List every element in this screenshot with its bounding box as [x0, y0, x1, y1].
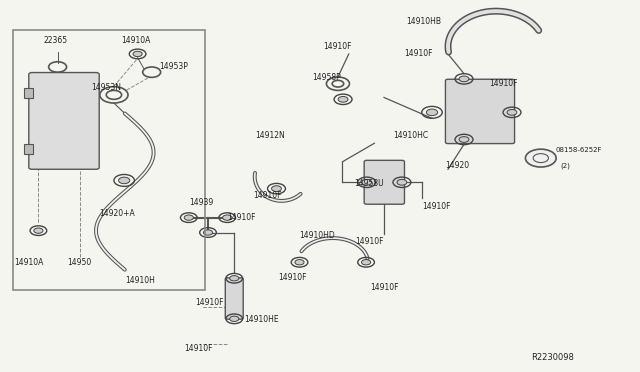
- Circle shape: [271, 186, 282, 192]
- Text: 14958P: 14958P: [312, 73, 341, 81]
- Text: 14910F: 14910F: [278, 273, 307, 282]
- FancyBboxPatch shape: [225, 278, 243, 319]
- FancyBboxPatch shape: [24, 88, 33, 98]
- Text: 14910F: 14910F: [370, 283, 399, 292]
- Text: 14910F: 14910F: [422, 202, 451, 211]
- Circle shape: [230, 276, 239, 281]
- FancyBboxPatch shape: [24, 144, 33, 154]
- Text: 14953P: 14953P: [159, 62, 188, 71]
- Text: 14939: 14939: [189, 198, 213, 207]
- Circle shape: [295, 260, 304, 265]
- Text: 14910F: 14910F: [404, 49, 433, 58]
- Text: 14910HC: 14910HC: [394, 131, 429, 140]
- Text: 14920: 14920: [445, 161, 469, 170]
- Circle shape: [133, 51, 142, 57]
- Text: 14910F: 14910F: [195, 298, 224, 307]
- Circle shape: [459, 137, 469, 142]
- Text: 14920+A: 14920+A: [99, 209, 135, 218]
- Text: 08158-6252F: 08158-6252F: [556, 147, 602, 153]
- Circle shape: [118, 177, 130, 184]
- FancyBboxPatch shape: [445, 79, 515, 144]
- Text: 14910F: 14910F: [253, 191, 282, 200]
- Text: 14910F: 14910F: [490, 79, 518, 88]
- Circle shape: [338, 96, 348, 102]
- Text: 14910F: 14910F: [184, 344, 213, 353]
- Circle shape: [34, 228, 43, 233]
- Circle shape: [525, 149, 556, 167]
- Circle shape: [184, 215, 193, 220]
- Text: 14910HE: 14910HE: [244, 315, 279, 324]
- Text: 14910F: 14910F: [227, 213, 256, 222]
- Text: 14910A: 14910A: [14, 258, 44, 267]
- Circle shape: [426, 109, 438, 116]
- Circle shape: [362, 179, 372, 185]
- Text: 14910HB: 14910HB: [406, 17, 442, 26]
- Text: 14910H: 14910H: [125, 276, 155, 285]
- Text: 14910HD: 14910HD: [300, 231, 335, 240]
- Text: 14958U: 14958U: [354, 179, 383, 187]
- Text: 14953N: 14953N: [91, 83, 121, 92]
- Text: 14950: 14950: [67, 258, 92, 267]
- Text: (2): (2): [561, 162, 570, 169]
- Circle shape: [223, 215, 232, 220]
- FancyBboxPatch shape: [29, 73, 99, 169]
- Text: 14910A: 14910A: [122, 36, 151, 45]
- Circle shape: [459, 76, 469, 82]
- Circle shape: [230, 316, 239, 321]
- Text: R2230098: R2230098: [531, 353, 574, 362]
- Text: 22365: 22365: [44, 36, 68, 45]
- Text: 14910F: 14910F: [355, 237, 384, 246]
- Circle shape: [362, 260, 371, 265]
- Circle shape: [507, 109, 517, 115]
- Circle shape: [204, 230, 212, 235]
- Text: 14910F: 14910F: [323, 42, 352, 51]
- Text: 14912N: 14912N: [255, 131, 284, 140]
- FancyBboxPatch shape: [364, 160, 404, 204]
- Circle shape: [397, 179, 407, 185]
